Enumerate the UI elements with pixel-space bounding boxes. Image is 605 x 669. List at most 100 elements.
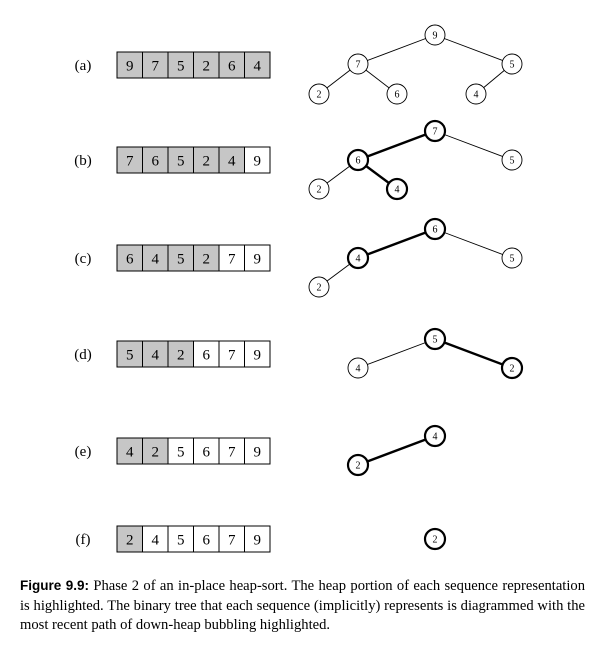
heap-cell <box>142 437 169 465</box>
tree-node-value: 9 <box>433 31 438 42</box>
sequence-array: 7 6 5 2 4 9 <box>116 146 271 174</box>
heap-cell <box>142 340 169 368</box>
figure-row: (c) 6 4 5 2 7 9 6 4 5 2 <box>75 217 523 298</box>
heap-cell <box>167 51 194 79</box>
tree-node-value: 2 <box>317 185 322 196</box>
sorted-cell <box>218 340 245 368</box>
tree-node <box>386 83 408 105</box>
tree-node <box>465 83 487 105</box>
heap-cell <box>167 244 194 272</box>
row-label: (f) <box>76 532 91 548</box>
tree-node-highlighted <box>423 217 447 241</box>
cell-value: 7 <box>228 348 236 364</box>
cell-value: 7 <box>152 59 160 75</box>
cell-value: 5 <box>177 154 185 170</box>
sequence-array: 4 2 5 6 7 9 <box>116 437 271 465</box>
heap-cell <box>193 146 220 174</box>
binary-tree: 5 4 2 <box>347 327 524 380</box>
cell-value: 5 <box>177 533 185 549</box>
figure-row: (e) 4 2 5 6 7 942 <box>75 424 447 477</box>
cell-value: 9 <box>254 348 262 364</box>
tree-node <box>347 53 369 75</box>
sequence-array: 9 7 5 2 6 4 <box>116 51 271 79</box>
tree-node-value: 2 <box>356 461 361 472</box>
sorted-cell <box>167 525 194 553</box>
sorted-cell <box>244 146 271 174</box>
cell-value: 2 <box>152 445 160 461</box>
binary-tree: 2 <box>423 527 447 551</box>
tree-node <box>308 276 330 298</box>
tree-edge-highlighted <box>357 129 436 162</box>
figure-row: (f) 2 4 5 6 7 9 2 <box>76 525 447 553</box>
binary-tree: 6 4 5 2 <box>308 217 523 298</box>
tree-node-value: 4 <box>356 254 361 265</box>
sorted-cell <box>193 437 220 465</box>
figure-caption: Figure 9.9: Phase 2 of an in-place heap-… <box>20 576 585 636</box>
tree-edge <box>357 34 436 65</box>
cell-value: 4 <box>126 445 134 461</box>
heap-cell <box>218 146 245 174</box>
tree-node-highlighted <box>346 453 370 477</box>
cell-value: 4 <box>152 348 160 364</box>
heap-cell <box>218 51 245 79</box>
cell-value: 6 <box>152 154 160 170</box>
cell-value: 2 <box>126 533 134 549</box>
cell-value: 6 <box>228 59 236 75</box>
cell-value: 4 <box>254 59 262 75</box>
cell-value: 9 <box>254 445 262 461</box>
tree-edge <box>434 228 513 259</box>
sorted-cell <box>244 244 271 272</box>
tree-node <box>347 357 369 379</box>
tree-node <box>308 178 330 200</box>
tree-node-value: 5 <box>510 254 515 265</box>
row-label: (e) <box>75 444 92 460</box>
tree-edge <box>434 34 513 65</box>
heap-cell <box>116 51 143 79</box>
sequence-array: 5 4 2 6 7 9 <box>116 340 271 368</box>
tree-node-value: 5 <box>433 335 438 346</box>
sequence-array: 2 4 5 6 7 9 <box>116 525 271 553</box>
cell-value: 6 <box>203 348 211 364</box>
heap-cell <box>142 244 169 272</box>
cell-value: 6 <box>126 252 134 268</box>
sorted-cell <box>218 437 245 465</box>
row-label: (a) <box>75 58 92 74</box>
cell-value: 5 <box>177 445 185 461</box>
tree-node-highlighted <box>423 424 447 448</box>
tree-node-highlighted <box>346 246 370 270</box>
figure-row: (b) 7 6 5 2 4 9 7 6 5 2 4 <box>74 119 523 201</box>
cell-value: 5 <box>177 59 185 75</box>
binary-tree: 42 <box>346 424 447 477</box>
cell-value: 4 <box>152 252 160 268</box>
tree-node-highlighted <box>423 119 447 143</box>
tree-node-value: 6 <box>356 156 361 167</box>
tree-node-value: 4 <box>395 185 400 196</box>
cell-value: 2 <box>203 154 211 170</box>
tree-node-value: 7 <box>433 127 438 138</box>
sorted-cell <box>193 525 220 553</box>
tree-node-value: 2 <box>317 283 322 294</box>
tree-node-highlighted <box>423 327 447 351</box>
heap-cell <box>244 51 271 79</box>
binary-tree: 7 6 5 2 4 <box>308 119 523 201</box>
heap-cell <box>167 146 194 174</box>
cell-value: 7 <box>228 533 236 549</box>
tree-node <box>308 83 330 105</box>
heap-cell <box>142 146 169 174</box>
tree-node-value: 5 <box>510 156 515 167</box>
tree-edge <box>357 338 436 369</box>
caption-text: Phase 2 of an in-place heap-sort. The he… <box>20 578 586 633</box>
tree-node-highlighted <box>385 177 409 201</box>
tree-node-value: 2 <box>433 535 438 546</box>
cell-value: 5 <box>177 252 185 268</box>
cell-value: 6 <box>203 533 211 549</box>
tree-node-value: 4 <box>474 90 479 101</box>
figure-row: (d) 5 4 2 6 7 9 5 4 2 <box>74 327 524 380</box>
cell-value: 2 <box>203 252 211 268</box>
sorted-cell <box>244 340 271 368</box>
tree-edge-highlighted <box>357 434 436 467</box>
tree-node-value: 6 <box>433 225 438 236</box>
cell-value: 6 <box>203 445 211 461</box>
tree-node-highlighted <box>500 356 524 380</box>
